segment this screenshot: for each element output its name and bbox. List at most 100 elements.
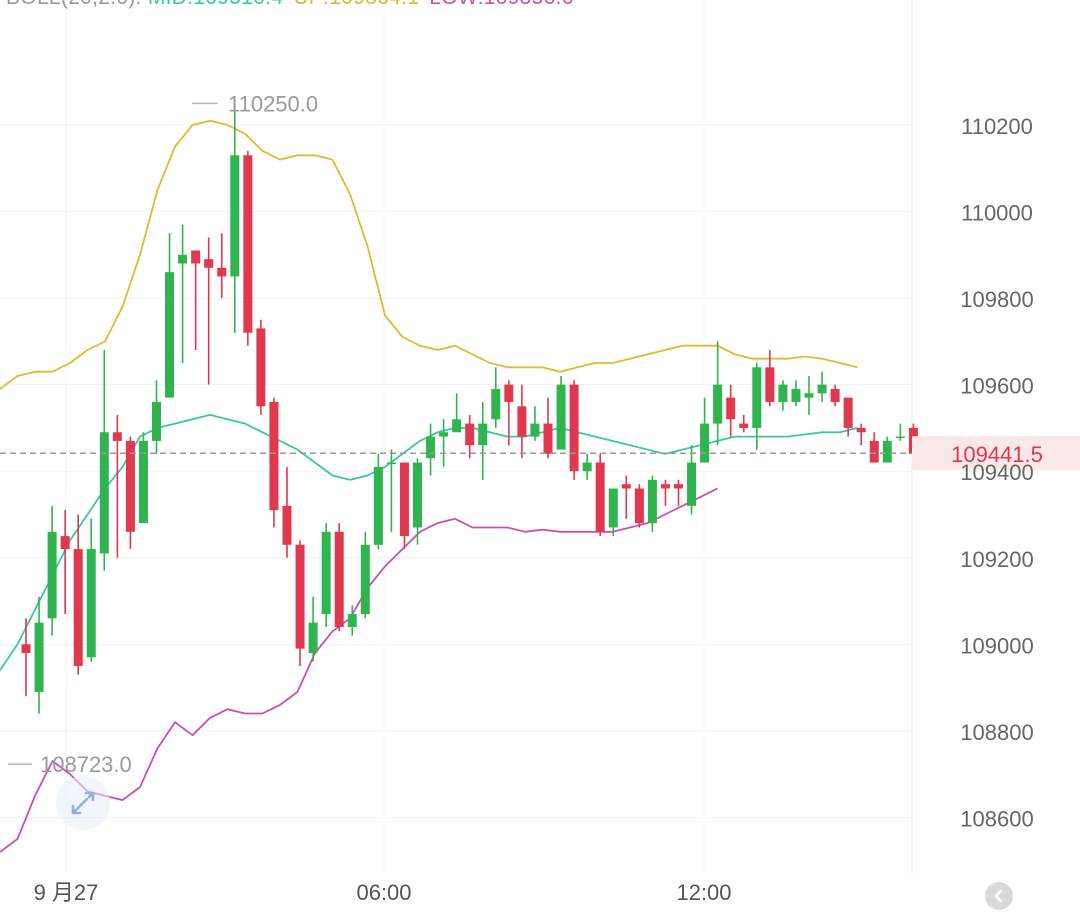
candle-down — [60, 510, 70, 615]
candle-body — [634, 488, 644, 524]
candle-down — [125, 436, 135, 550]
candle-body — [765, 367, 775, 402]
y-tick-label: 109000 — [960, 633, 1033, 658]
candle-up — [47, 505, 57, 636]
candle-body — [112, 432, 122, 441]
candle-body — [373, 466, 383, 545]
candle-body — [778, 384, 788, 402]
candle-body — [726, 397, 736, 420]
candle-up — [804, 375, 814, 415]
candle-body — [452, 419, 462, 433]
candle-down — [21, 618, 31, 697]
candle-down — [765, 350, 775, 407]
candle-down — [334, 523, 344, 632]
candle-down — [256, 319, 266, 415]
candle-up — [608, 488, 618, 537]
candle-down — [112, 414, 122, 558]
scroll-latest-button[interactable] — [985, 882, 1013, 910]
candle-body — [791, 388, 801, 402]
candle-up — [791, 380, 801, 407]
candle-up — [778, 380, 788, 411]
candle-down — [595, 453, 605, 537]
y-tick-label: 110000 — [961, 201, 1033, 226]
candle-up — [165, 233, 175, 398]
candle-down — [73, 514, 83, 675]
x-tick-label: 06:00 — [356, 880, 411, 904]
candle-body — [347, 614, 357, 627]
candle-body — [204, 259, 214, 268]
candle-up — [347, 605, 357, 636]
candle-body — [895, 436, 905, 439]
legend-boll-label: BOLL(20,2.0): — [6, 0, 142, 9]
candle-up — [86, 518, 96, 662]
candle-down — [739, 414, 749, 433]
candle-up — [713, 341, 723, 446]
candle-body — [569, 384, 579, 472]
candle-body — [752, 367, 762, 428]
candle-body — [556, 384, 566, 450]
candle-up — [426, 423, 436, 476]
candle-up — [491, 367, 501, 428]
candle-down — [217, 233, 227, 299]
candle-up — [230, 103, 240, 333]
y-tick-label: 109800 — [960, 287, 1033, 312]
candle-body — [178, 254, 188, 264]
candle-down — [191, 250, 201, 351]
candle-body — [217, 267, 227, 277]
current-price-tag: 109441.5 — [951, 442, 1043, 467]
candle-body — [660, 484, 670, 489]
candle-body — [243, 155, 253, 333]
candle-body — [165, 272, 175, 398]
grid-lines — [0, 0, 912, 874]
candle-down — [282, 466, 292, 558]
candle-body — [674, 484, 683, 489]
candle-body — [34, 622, 44, 692]
candle-up — [647, 475, 657, 532]
candle-up — [752, 363, 762, 450]
candle-down — [869, 432, 879, 463]
candles[interactable] — [21, 103, 918, 714]
candle-body — [687, 462, 697, 506]
candle-down — [243, 150, 253, 346]
candle-down — [569, 380, 579, 480]
candle-down — [543, 397, 553, 459]
upper-band-line — [0, 119, 858, 390]
candle-up — [99, 350, 109, 571]
candle-body — [413, 462, 422, 528]
candle-up — [138, 432, 148, 524]
candle-body — [334, 531, 344, 627]
candle-up — [386, 449, 396, 532]
candle-up — [817, 371, 827, 402]
candle-down — [830, 384, 840, 407]
candle-body — [152, 401, 161, 441]
candle-body — [478, 423, 488, 446]
candle-body — [647, 479, 657, 524]
candle-body — [230, 155, 240, 277]
candle-body — [856, 427, 866, 433]
expand-arrows-icon — [71, 791, 95, 815]
candle-body — [608, 488, 618, 528]
candle-body — [191, 250, 201, 264]
overlays: 109441.5 110250.0 108723.0 — [0, 91, 1080, 777]
current-price-tag-bg — [912, 436, 1080, 471]
candle-body — [582, 462, 592, 472]
x-tick-label: 12:00 — [676, 880, 731, 904]
legend-mid-value: MID:109510.4 — [148, 0, 284, 9]
boll-legend: BOLL(20,2.0): MID:109510.4 UP:109864.1 LOW:… — [6, 0, 574, 10]
candle-down — [660, 479, 670, 506]
candle-down — [517, 384, 527, 459]
candle-body — [125, 440, 135, 532]
expand-button[interactable] — [56, 776, 110, 830]
candle-body — [504, 384, 514, 402]
lower-band-line — [0, 487, 718, 853]
candle-down — [504, 380, 514, 446]
candle-down — [843, 397, 853, 437]
high-marker-label: 110250.0 — [228, 91, 318, 116]
candle-down — [269, 397, 279, 528]
candle-body — [60, 536, 70, 550]
candle-body — [817, 384, 827, 394]
candle-body — [21, 644, 31, 653]
candle-body — [621, 484, 631, 489]
low-marker-label: 108723.0 — [40, 752, 132, 777]
